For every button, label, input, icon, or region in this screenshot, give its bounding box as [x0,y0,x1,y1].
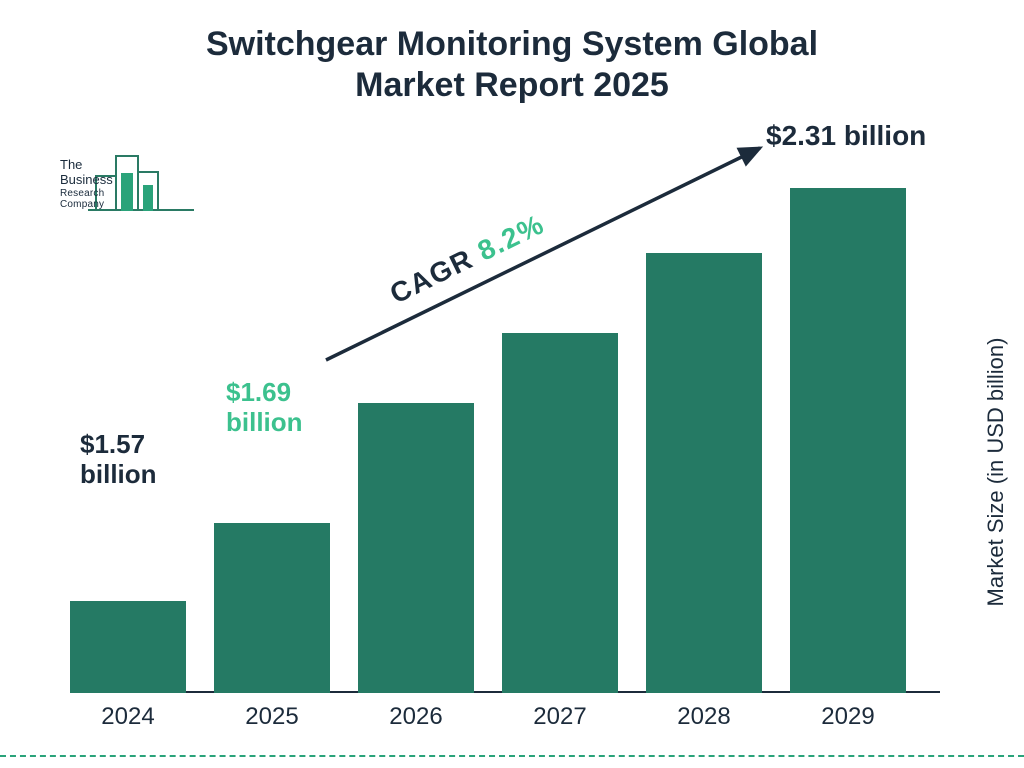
footer-divider [0,755,1024,757]
cagr-annotation: CAGR 8.2% [0,0,1024,768]
report-figure: Switchgear Monitoring System Global Mark… [0,0,1024,768]
trend-arrow-icon [0,0,1024,768]
